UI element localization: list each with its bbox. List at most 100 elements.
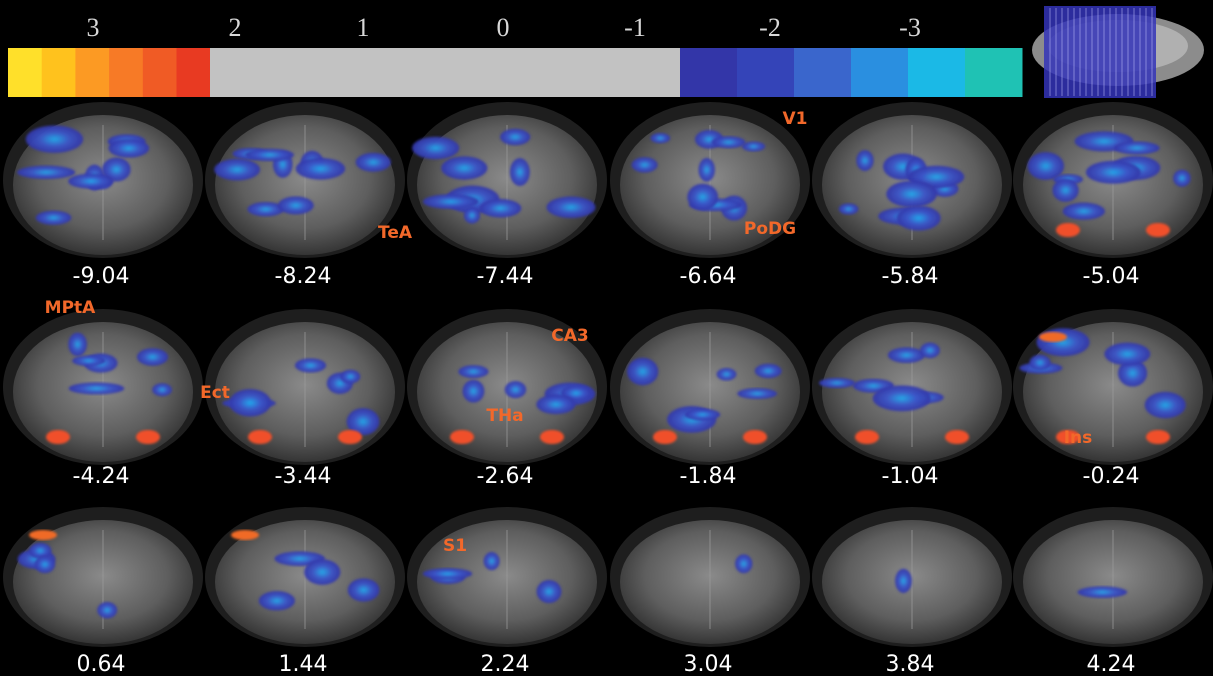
activation-negative — [888, 347, 925, 363]
activation-negative — [259, 591, 295, 610]
activation-negative — [755, 364, 782, 378]
brain-slice — [812, 102, 1012, 258]
brain-slice — [1013, 102, 1213, 258]
activation-negative — [737, 388, 777, 399]
slice-label: -3.44 — [275, 464, 332, 489]
activation-negative — [742, 141, 765, 151]
brain-slice — [205, 507, 405, 647]
slice-label: -5.84 — [882, 264, 939, 289]
colorbar-segment — [737, 48, 795, 97]
slice-label: 2.24 — [481, 652, 530, 676]
slice-label: -0.24 — [1083, 464, 1140, 489]
colorbar-segment — [8, 48, 42, 97]
activation-positive — [1056, 223, 1080, 237]
activation-negative — [1052, 179, 1078, 202]
brain-slice — [407, 102, 607, 258]
activation-negative — [356, 153, 391, 172]
brain-slice — [1013, 309, 1213, 465]
activation-negative — [632, 157, 658, 172]
figure: 3210-1-2-3-9.04-8.24TeA-7.44-6.64V1PoDG-… — [0, 0, 1213, 676]
slice-label: 1.44 — [279, 652, 328, 676]
slice-label: -9.04 — [73, 264, 130, 289]
colorbar-tick-label: 0 — [497, 13, 510, 42]
activation-negative — [304, 559, 340, 585]
activation-negative — [1037, 328, 1090, 356]
activation-negative — [17, 166, 75, 179]
colorbar-segment — [143, 48, 177, 97]
colorbar-tick-label: -1 — [624, 13, 646, 42]
colorbar-tick-label: -2 — [759, 13, 781, 42]
colorbar-segment — [908, 48, 966, 97]
slice-label: -7.44 — [477, 264, 534, 289]
colorbar-segment — [177, 48, 211, 97]
colorbar-tick-label: 1 — [357, 13, 370, 42]
activation-negative — [458, 365, 488, 378]
brain-slice — [610, 309, 810, 465]
activation-positive — [231, 530, 259, 540]
slice-label: -1.04 — [882, 464, 939, 489]
slice-label: 3.84 — [886, 652, 935, 676]
activation-positive — [46, 430, 70, 444]
activation-negative — [480, 199, 522, 217]
colorbar-segment — [851, 48, 909, 97]
colorbar-tick-label: -3 — [899, 13, 921, 42]
slice-label: 0.64 — [77, 652, 126, 676]
activation-negative — [441, 156, 487, 179]
region-label: V1 — [783, 109, 808, 129]
brain-slice — [205, 309, 405, 465]
activation-negative — [712, 136, 746, 148]
activation-positive — [855, 430, 879, 444]
page: 3210-1-2-3-9.04-8.24TeA-7.44-6.64V1PoDG-… — [0, 0, 1213, 676]
activation-negative — [68, 174, 114, 189]
activation-negative — [340, 370, 360, 384]
activation-positive — [450, 430, 474, 444]
activation-negative — [510, 158, 530, 186]
activation-negative — [1086, 161, 1141, 184]
activation-negative — [245, 149, 294, 161]
colorbar-segment — [965, 48, 1023, 97]
activation-negative — [1104, 343, 1150, 366]
activation-negative — [296, 158, 345, 180]
colorbar-segment — [109, 48, 143, 97]
activation-negative — [505, 381, 526, 398]
activation-negative — [627, 358, 658, 386]
activation-positive — [1039, 332, 1067, 342]
activation-negative — [278, 196, 314, 214]
colorbar-segment — [42, 48, 76, 97]
activation-negative — [463, 380, 485, 403]
activation-positive — [1146, 223, 1170, 237]
activation-positive — [653, 430, 677, 444]
brain-slice — [610, 507, 810, 647]
activation-negative — [423, 194, 478, 209]
activation-negative — [717, 368, 737, 381]
activation-negative — [735, 554, 752, 573]
activation-negative — [1173, 170, 1191, 187]
activation-negative — [537, 580, 562, 603]
activation-negative — [687, 184, 718, 211]
activation-negative — [97, 602, 117, 618]
activation-negative — [500, 129, 530, 145]
colorbar-segment — [794, 48, 852, 97]
brain-slice — [812, 309, 1012, 465]
colorbar-tick-label: 3 — [87, 13, 100, 42]
slice-label: -6.64 — [680, 264, 737, 289]
activation-positive — [945, 430, 969, 444]
activation-negative — [137, 348, 168, 366]
activation-negative — [1145, 392, 1186, 418]
activation-negative — [1029, 355, 1050, 371]
activation-negative — [886, 181, 937, 207]
activation-positive — [248, 430, 272, 444]
slice-label: -2.64 — [477, 464, 534, 489]
brain-slice — [3, 102, 203, 258]
activation-negative — [26, 125, 83, 152]
activation-negative — [920, 343, 940, 358]
activation-negative — [1063, 203, 1105, 220]
activation-negative — [856, 150, 873, 171]
colorbar-segment — [210, 48, 680, 97]
slice-label: -4.24 — [73, 464, 130, 489]
brain-slice — [407, 507, 607, 647]
activation-negative — [229, 389, 271, 416]
slice-label: 3.04 — [684, 652, 733, 676]
region-label: MPtA — [45, 298, 97, 318]
activation-positive — [29, 530, 57, 540]
